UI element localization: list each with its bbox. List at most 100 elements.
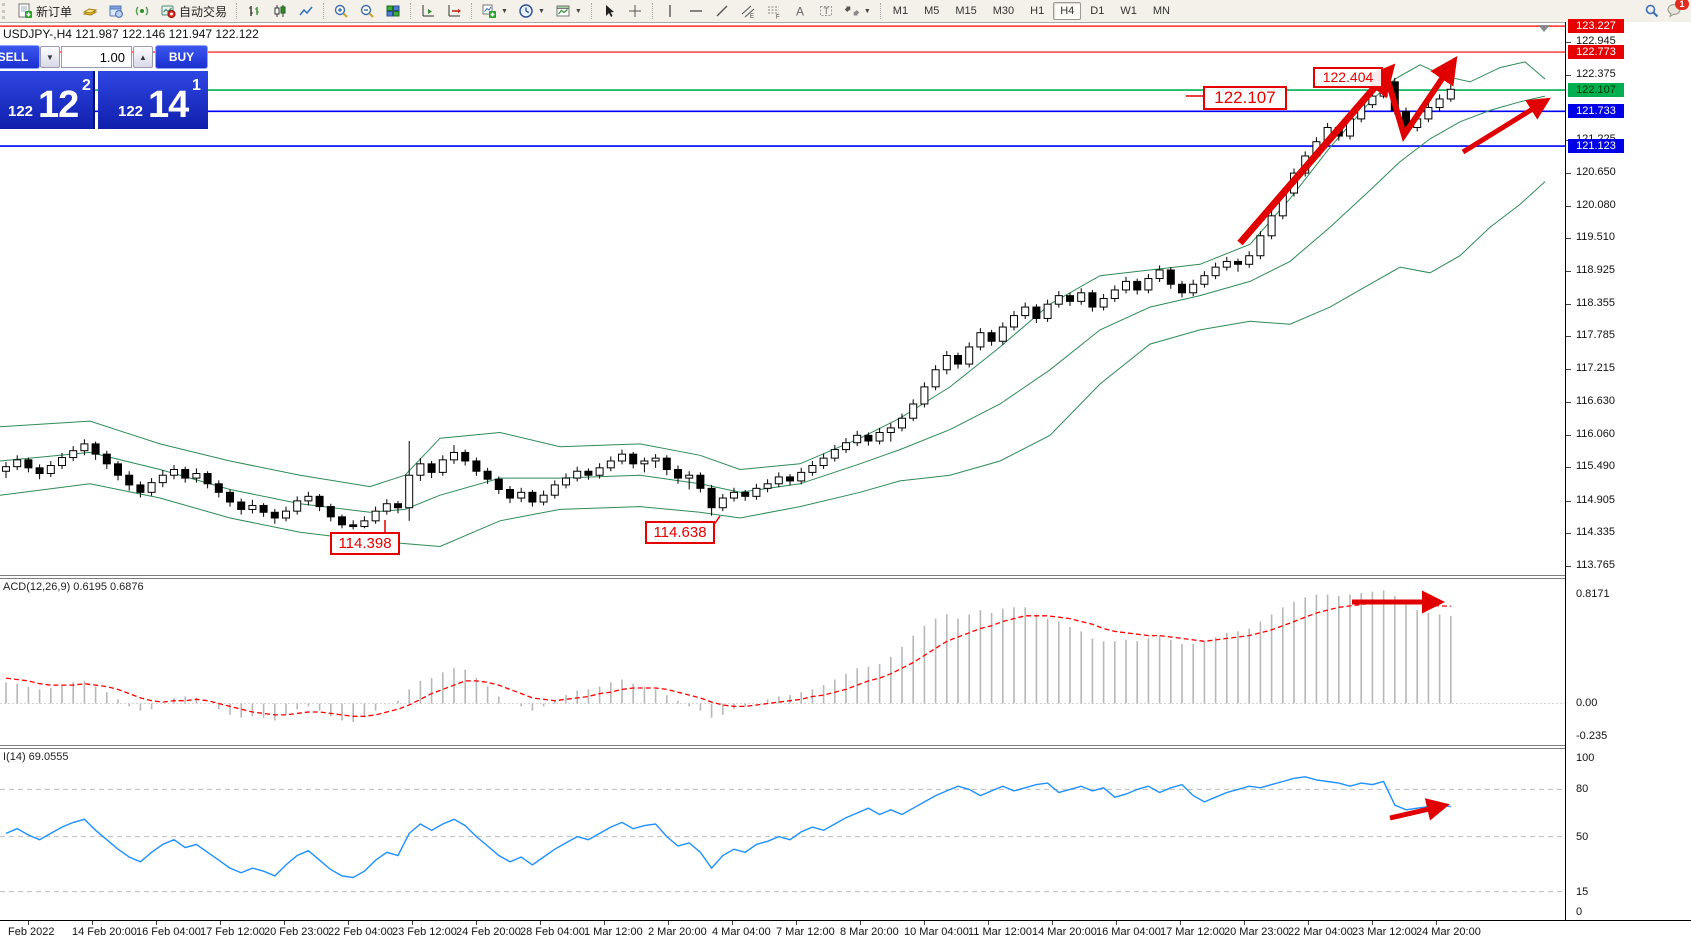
chart-shift-button[interactable] bbox=[442, 2, 466, 20]
timeframe-button-H1[interactable]: H1 bbox=[1030, 5, 1045, 17]
cursor-button[interactable] bbox=[597, 2, 621, 20]
axis-tick-label: 116.060 bbox=[1576, 428, 1615, 440]
candle-body bbox=[741, 491, 750, 497]
timeframe-button-M30[interactable]: M30 bbox=[992, 5, 1015, 17]
pane-separator[interactable] bbox=[0, 575, 1691, 579]
candle-body bbox=[1043, 303, 1052, 319]
candlestick-button[interactable] bbox=[268, 2, 292, 20]
shapes-icon bbox=[844, 6, 860, 16]
periods-button[interactable]: ▼ bbox=[514, 2, 549, 20]
trend-arrow[interactable] bbox=[1383, 56, 1458, 142]
timeframe-button-W1[interactable]: W1 bbox=[1120, 5, 1137, 17]
candle-body bbox=[394, 503, 402, 509]
price-annotation-box[interactable]: 114.398 bbox=[330, 532, 400, 555]
time-tick-mark bbox=[1308, 921, 1309, 925]
equidistant-channel-button[interactable]: E bbox=[736, 2, 760, 20]
sell-quote-panel[interactable]: 122 12 2 bbox=[0, 71, 95, 129]
candle-body bbox=[640, 460, 649, 465]
market-watch-button[interactable] bbox=[78, 2, 102, 20]
price-annotation-box[interactable]: 122.404 bbox=[1313, 67, 1383, 88]
trend-arrow[interactable] bbox=[1237, 63, 1396, 246]
toolbar: 新订单 自动交易 bbox=[0, 0, 1691, 23]
signal-icon bbox=[135, 6, 149, 16]
template-button[interactable]: ▼ bbox=[551, 2, 586, 20]
volume-input[interactable] bbox=[61, 46, 132, 68]
timeframe-button-M1[interactable]: M1 bbox=[892, 5, 909, 17]
timeframe-button-M5[interactable]: M5 bbox=[924, 5, 940, 17]
chevron-down-icon: ▼ bbox=[501, 7, 508, 15]
search-icon[interactable] bbox=[1644, 3, 1660, 19]
candlestick-icon bbox=[274, 5, 286, 17]
candle-body bbox=[293, 500, 302, 512]
candle-body bbox=[976, 332, 985, 348]
timeframe-button-H4[interactable]: H4 bbox=[1053, 2, 1082, 20]
trendline-button[interactable] bbox=[710, 2, 734, 20]
price-axis[interactable]: 122.945122.375121.225120.650120.080119.5… bbox=[1566, 19, 1691, 920]
signal-button[interactable] bbox=[130, 2, 154, 20]
chart-canvas[interactable] bbox=[0, 22, 1691, 920]
autoscroll-button[interactable] bbox=[416, 2, 440, 20]
bar-chart-button[interactable] bbox=[242, 2, 266, 20]
axis-tick-mark bbox=[1566, 435, 1571, 436]
profile-button[interactable] bbox=[104, 2, 128, 20]
trend-arrow[interactable] bbox=[1461, 97, 1551, 155]
rsi-indicator-label: I(14) 69.0555 bbox=[3, 751, 69, 763]
price-badge: 122.107 bbox=[1568, 83, 1624, 97]
time-tick-label: 14 Mar 20:00 bbox=[1032, 926, 1097, 938]
time-axis[interactable]: Feb 2022 14 Feb 20:00 16 Feb 04:00 17 Feb 1… bbox=[0, 920, 1691, 943]
candle-body bbox=[517, 491, 526, 499]
line-chart-button[interactable] bbox=[294, 2, 318, 20]
crosshair-button[interactable] bbox=[623, 2, 647, 20]
price-annotation-box[interactable]: 122.107 bbox=[1203, 86, 1287, 110]
timeframe-button-D1[interactable]: D1 bbox=[1090, 5, 1105, 17]
candle-body bbox=[685, 474, 694, 479]
notifications-button[interactable]: 1 bbox=[1666, 0, 1689, 21]
candle-body bbox=[2, 466, 10, 472]
bollinger-lower-band bbox=[0, 181, 1546, 548]
candle-body bbox=[506, 488, 514, 499]
fibonacci-button[interactable]: F bbox=[762, 2, 786, 20]
axis-tick-mark bbox=[1566, 501, 1571, 502]
volume-decrease-button[interactable]: ▼ bbox=[40, 46, 60, 68]
chart-shift-marker[interactable] bbox=[1538, 25, 1550, 32]
trend-arrow[interactable] bbox=[1389, 798, 1450, 821]
volume-increase-button[interactable]: ▲ bbox=[133, 46, 153, 68]
candle-body bbox=[954, 355, 962, 365]
new-order-button[interactable]: 新订单 bbox=[13, 2, 76, 20]
candle-body bbox=[338, 516, 346, 526]
axis-tick-mark bbox=[1566, 467, 1571, 468]
timeframe-button-MN[interactable]: MN bbox=[1152, 5, 1170, 17]
candle-body bbox=[886, 427, 895, 433]
pane-separator[interactable] bbox=[0, 745, 1691, 749]
candle-body bbox=[674, 469, 682, 479]
axis-tick-label: 117.215 bbox=[1576, 362, 1615, 374]
zoom-out-button[interactable] bbox=[355, 2, 379, 20]
sell-button[interactable]: SELL bbox=[0, 45, 40, 69]
add-indicator-button[interactable]: ▼ bbox=[477, 2, 512, 20]
candle-body bbox=[472, 460, 481, 472]
zoom-in-button[interactable] bbox=[329, 2, 353, 20]
timeframe-button-M15[interactable]: M15 bbox=[955, 5, 977, 17]
candle-body bbox=[13, 459, 22, 468]
candle-body bbox=[158, 474, 167, 484]
buy-button[interactable]: BUY bbox=[155, 45, 208, 69]
time-tick-label: 20 Feb 23:00 bbox=[264, 926, 329, 938]
axis-tick-mark bbox=[1566, 402, 1571, 403]
candle-body bbox=[405, 474, 414, 509]
toolbar-separator bbox=[879, 3, 881, 19]
buy-quote-panel[interactable]: 122 14 1 bbox=[98, 71, 208, 129]
vertical-line-button[interactable] bbox=[658, 2, 682, 20]
text-label-button[interactable]: T bbox=[814, 2, 838, 20]
candle-body bbox=[259, 504, 268, 513]
candle-body bbox=[629, 453, 638, 465]
candle-body bbox=[416, 463, 425, 476]
time-tick-mark bbox=[604, 921, 605, 925]
symbol-ohlc-header: USDJPY-,H4 121.987 122.146 121.947 122.1… bbox=[3, 27, 259, 41]
shapes-button[interactable]: ▼ bbox=[840, 2, 875, 20]
time-tick-mark bbox=[732, 921, 733, 925]
tile-windows-button[interactable] bbox=[381, 2, 405, 20]
price-annotation-box[interactable]: 114.638 bbox=[645, 521, 715, 544]
autotrade-button[interactable]: 自动交易 bbox=[156, 2, 231, 20]
horizontal-line-button[interactable] bbox=[684, 2, 708, 20]
candle-body bbox=[1032, 306, 1041, 319]
